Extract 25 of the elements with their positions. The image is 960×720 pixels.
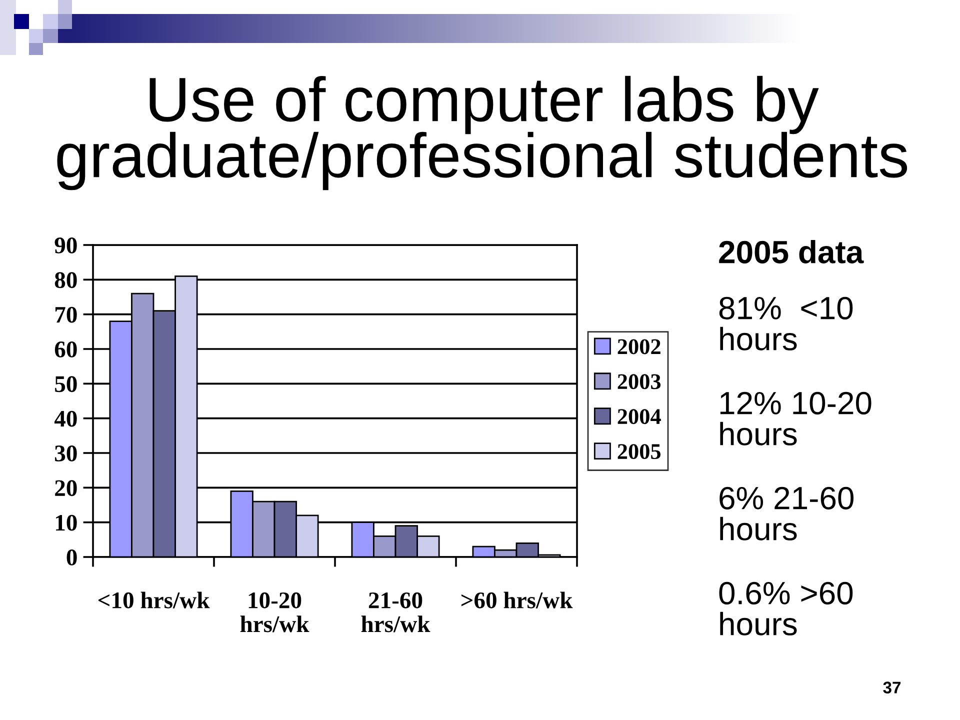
y-tick-label: 90 <box>54 237 77 254</box>
text: 81% <10 hours <box>719 296 853 350</box>
x-tick-label: 10-20 hrs/wk <box>240 592 310 632</box>
legend-label: 2002 <box>618 339 660 354</box>
x-tick-label: <10 hrs/wk <box>98 592 210 608</box>
y-tick-label: 10 <box>56 514 77 531</box>
chart-title: Use of computer labs by graduate/professional students <box>57 76 908 190</box>
x-tick-label: >60 hrs/wk <box>461 592 573 608</box>
y-tick-label: 30 <box>55 445 77 462</box>
text: 0.6% >60 hours <box>719 582 853 636</box>
y-tick-label: 0 <box>66 549 77 566</box>
text: 2005 data <box>719 240 864 264</box>
legend-label: 2005 <box>618 444 661 460</box>
y-tick-label: 70 <box>55 306 77 323</box>
text: 12% 10-20 hours <box>720 392 872 446</box>
y-tick-label: 40 <box>54 410 77 427</box>
legend-label: 2003 <box>618 374 661 390</box>
y-tick-label: 20 <box>55 480 77 496</box>
text: 37 <box>883 682 901 694</box>
y-tick-label: 50 <box>55 376 77 392</box>
y-tick-label: 80 <box>54 272 77 288</box>
x-tick-label: 21-60 hrs/wk <box>361 592 430 632</box>
y-tick-label: 60 <box>54 341 77 358</box>
legend-label: 2004 <box>618 409 661 424</box>
text: 6% 21-60 hours <box>720 486 854 540</box>
